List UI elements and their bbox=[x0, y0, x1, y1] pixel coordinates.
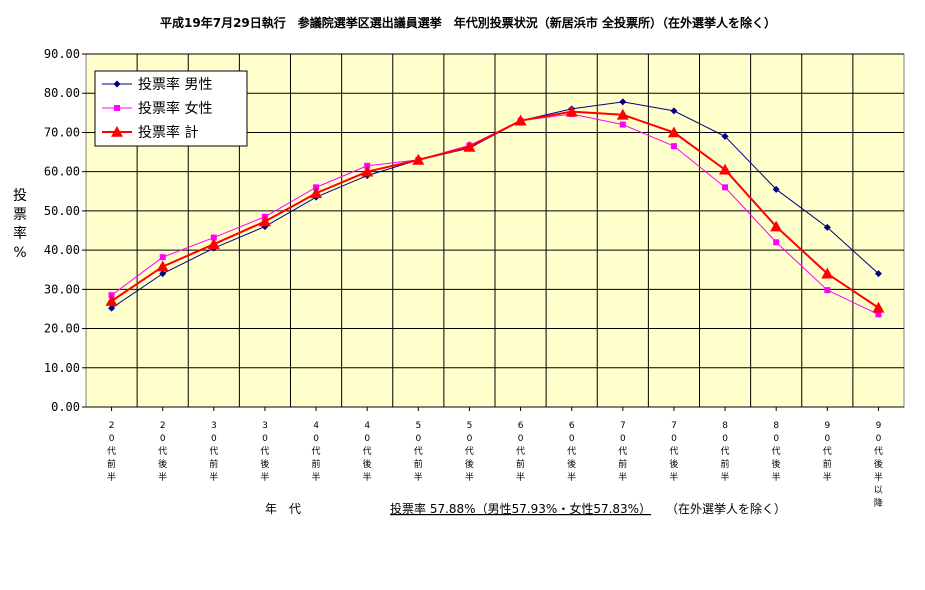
x-category-label: 3 0 代後半 bbox=[260, 421, 269, 483]
x-category-label: 3 0 代前半 bbox=[209, 421, 218, 483]
data-point-triangle bbox=[412, 153, 425, 165]
data-point-diamond bbox=[823, 223, 831, 231]
x-category-label: 8 0 代前半 bbox=[721, 421, 730, 483]
legend-label: 投票率 男性 bbox=[138, 76, 212, 93]
data-point-triangle bbox=[514, 114, 527, 126]
data-point-triangle bbox=[111, 126, 123, 137]
data-point-triangle bbox=[821, 267, 834, 279]
data-point-triangle bbox=[156, 260, 169, 272]
legend-label: 投票率 女性 bbox=[138, 100, 212, 117]
x-category-label: 4 0 代後半 bbox=[363, 421, 372, 483]
x-axis-categories: 2 0 代前半 2 0 代後半 3 0 代前半 3 0 代後半 4 0 代前半 4 0 代後半 5 0 代前半 5 0 代後半… bbox=[107, 407, 883, 509]
x-category-label: 6 0 代前半 bbox=[516, 421, 525, 483]
data-point-square bbox=[114, 105, 120, 111]
data-point-triangle bbox=[310, 187, 323, 199]
x-category-label: 5 0 代後半 bbox=[465, 421, 474, 483]
y-axis-title: 投票率% bbox=[13, 188, 27, 261]
x-category-label: 9 0 代前半 bbox=[823, 421, 832, 483]
x-category-label: 4 0 代前半 bbox=[312, 421, 321, 483]
y-axis-ticks: 0.00 10.00 20.00 30.00 40.00 50.00 60.00 70.00 8… bbox=[44, 47, 86, 414]
y-tick-label: 40.00 bbox=[44, 243, 80, 257]
chart-title: 平成19年7月29日執行 参議院選挙区選出議員選挙 年代別投票状況（新居浜市 全… bbox=[160, 15, 776, 30]
y-tick-label: 70.00 bbox=[44, 125, 80, 139]
y-tick-label: 60.00 bbox=[44, 165, 80, 179]
x-category-label: 6 0 代後半 bbox=[567, 421, 576, 483]
series-line bbox=[111, 110, 879, 309]
x-category-label: 7 0 代後半 bbox=[669, 421, 678, 483]
x-category-label: 2 0 代前半 bbox=[107, 421, 116, 483]
data-point-triangle bbox=[667, 126, 680, 138]
turnout-summary: 投票率 57.88%（男性57.93%・女性57.83%） bbox=[390, 501, 651, 516]
data-point-triangle bbox=[361, 165, 374, 177]
x-category-label: 9 0 代後半以降 bbox=[874, 421, 883, 509]
data-point-square bbox=[619, 121, 626, 128]
data-point-diamond bbox=[670, 107, 678, 115]
y-tick-label: 50.00 bbox=[44, 204, 80, 218]
data-point-diamond bbox=[108, 304, 116, 312]
y-tick-label: 80.00 bbox=[44, 86, 80, 100]
turnout-note: （在外選挙人を除く） bbox=[666, 501, 786, 516]
data-point-square bbox=[824, 287, 831, 294]
data-point-square bbox=[159, 254, 166, 261]
data-point-triangle bbox=[258, 215, 271, 227]
data-point-triangle bbox=[616, 108, 629, 120]
y-axis-label: 投票率% bbox=[13, 188, 27, 261]
data-point-diamond bbox=[619, 98, 627, 106]
legend-label: 投票率 計 bbox=[138, 124, 198, 141]
data-point-triangle bbox=[207, 238, 220, 250]
data-point-diamond bbox=[721, 132, 729, 140]
data-point-triangle bbox=[872, 301, 885, 313]
y-tick-label: 0.00 bbox=[51, 400, 80, 414]
data-point-triangle bbox=[565, 105, 578, 117]
x-axis-label: 年 代 bbox=[265, 502, 301, 516]
x-category-label: 5 0 代前半 bbox=[414, 421, 423, 483]
x-category-label: 8 0 代後半 bbox=[772, 421, 781, 483]
data-point-diamond bbox=[159, 270, 167, 278]
data-point-triangle bbox=[719, 163, 732, 175]
series bbox=[105, 105, 885, 313]
data-point-diamond bbox=[113, 80, 121, 88]
y-tick-label: 10.00 bbox=[44, 361, 80, 375]
data-point-square bbox=[875, 311, 882, 318]
data-point-triangle bbox=[463, 140, 476, 152]
y-tick-label: 90.00 bbox=[44, 47, 80, 61]
data-point-diamond bbox=[874, 270, 882, 278]
x-category-label: 2 0 代後半 bbox=[158, 421, 167, 483]
series-layer bbox=[105, 98, 885, 318]
data-point-triangle bbox=[770, 220, 783, 232]
x-category-label: 7 0 代前半 bbox=[618, 421, 627, 483]
data-point-square bbox=[210, 234, 217, 241]
data-point-diamond bbox=[772, 185, 780, 193]
data-point-square bbox=[773, 239, 780, 246]
y-tick-label: 30.00 bbox=[44, 282, 80, 296]
data-point-square bbox=[722, 184, 729, 191]
data-point-triangle bbox=[105, 295, 118, 306]
y-tick-label: 20.00 bbox=[44, 322, 80, 336]
data-point-square bbox=[670, 143, 677, 150]
